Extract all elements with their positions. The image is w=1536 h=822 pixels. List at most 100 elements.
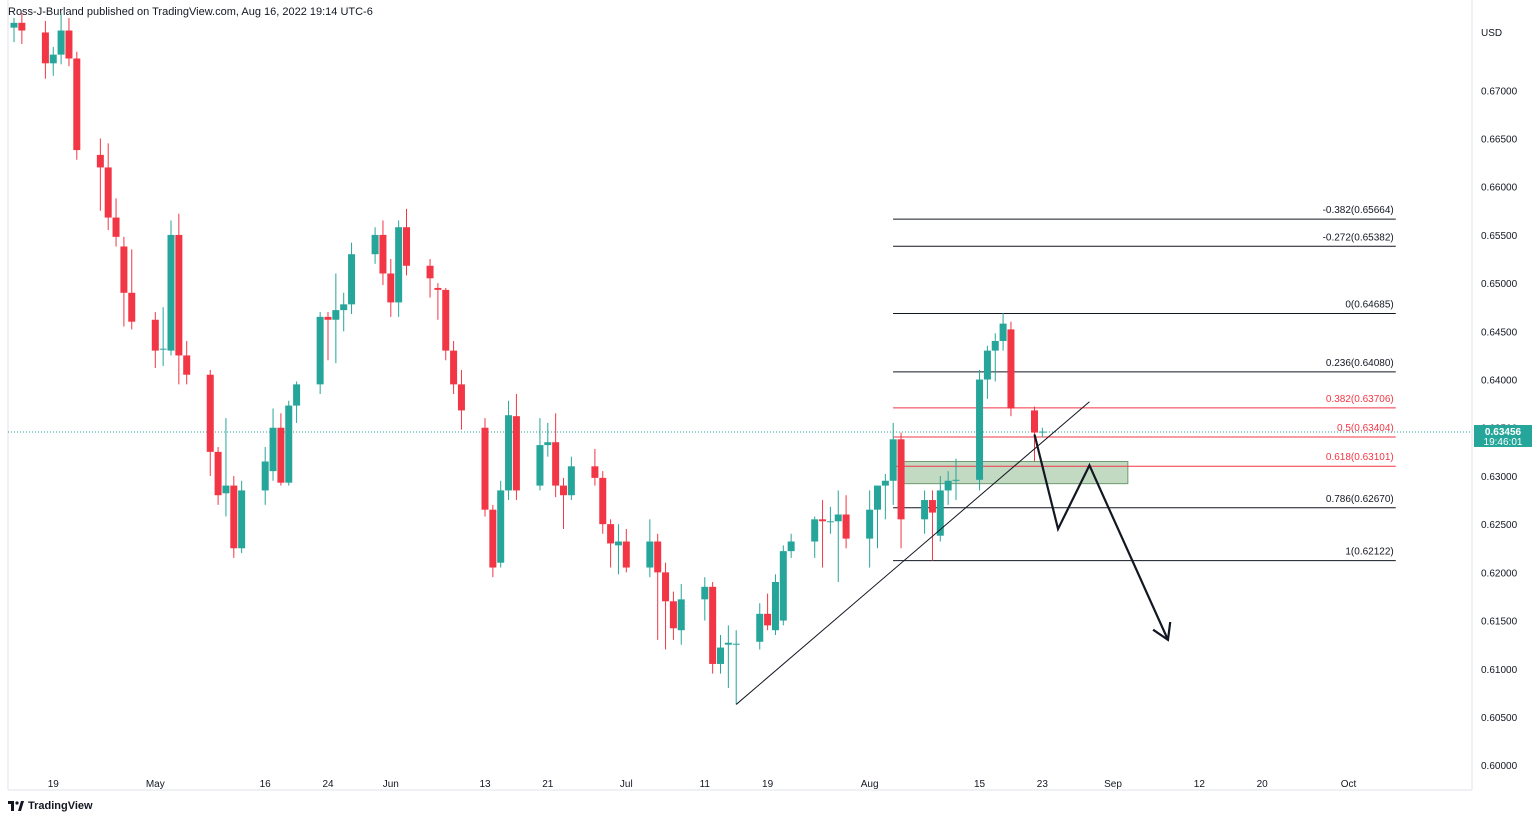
- price-tick-label: 0.64000: [1481, 376, 1518, 387]
- candle-body: [332, 310, 340, 320]
- time-tick-label: Jul: [620, 779, 633, 790]
- candle: [874, 485, 881, 549]
- tradingview-logo[interactable]: TradingView: [8, 800, 93, 812]
- candle: [991, 333, 999, 382]
- time-tick-label: 24: [322, 779, 334, 790]
- candle-body: [324, 316, 332, 320]
- candle-body: [512, 416, 520, 491]
- candle-body: [599, 477, 607, 525]
- candle-body: [395, 227, 403, 303]
- candle-body: [128, 292, 136, 322]
- candle: [167, 220, 175, 356]
- candle: [403, 208, 410, 276]
- candle-body: [560, 485, 567, 496]
- candle-body: [450, 350, 458, 385]
- candle-body: [874, 485, 881, 510]
- candle-body: [505, 415, 513, 491]
- candle-body: [348, 254, 356, 305]
- time-tick-label: Oct: [1341, 779, 1357, 790]
- candle: [183, 340, 191, 385]
- candle: [552, 413, 560, 498]
- fib-level-label: 0.618(0.63101): [1326, 452, 1394, 463]
- candle: [779, 545, 787, 626]
- countdown-label: 19:46:01: [1484, 437, 1523, 448]
- candle: [599, 471, 607, 534]
- candle: [591, 448, 599, 486]
- candle: [214, 447, 222, 505]
- time-tick-label: Aug: [861, 779, 879, 790]
- current-price-badge: [1474, 424, 1532, 447]
- candle: [41, 20, 49, 79]
- candle-body: [662, 572, 670, 602]
- candle: [450, 340, 458, 394]
- candle-body: [921, 500, 929, 520]
- candle: [104, 143, 112, 231]
- candle-body: [1007, 329, 1015, 409]
- candle-body: [261, 461, 269, 491]
- candle-body: [567, 466, 575, 496]
- candle: [128, 249, 136, 330]
- fib-level-label: 0.236(0.64080): [1326, 358, 1394, 369]
- candle: [277, 413, 285, 486]
- candle: [701, 577, 709, 621]
- candle: [771, 574, 779, 636]
- candle: [324, 312, 332, 361]
- candle-body: [622, 541, 630, 568]
- candle: [497, 480, 505, 568]
- fib-level-label: 1(0.62122): [1345, 547, 1393, 558]
- candle: [285, 400, 293, 486]
- time-tick-label: Jun: [383, 779, 399, 790]
- candle: [112, 198, 120, 247]
- candle: [96, 138, 104, 211]
- candle-body: [167, 234, 175, 351]
- candle: [151, 312, 159, 368]
- candle: [340, 292, 348, 332]
- candle-body: [238, 490, 246, 549]
- candle-body: [269, 427, 277, 472]
- candle-body: [214, 451, 222, 496]
- candle: [387, 259, 395, 317]
- candle: [952, 458, 960, 501]
- candle: [316, 312, 324, 394]
- candle: [717, 635, 724, 674]
- candle: [560, 477, 567, 529]
- candle-body: [379, 234, 387, 274]
- time-tick-label: 15: [974, 779, 986, 790]
- price-tick-label: 0.65500: [1481, 231, 1518, 242]
- candle-body: [442, 289, 450, 351]
- candle-body: [544, 442, 552, 446]
- price-tick-label: 0.66500: [1481, 135, 1518, 146]
- time-tick-label: 19: [48, 779, 60, 790]
- candle: [669, 591, 677, 640]
- candle: [787, 533, 795, 558]
- time-tick-label: 12: [1194, 779, 1206, 790]
- candle-body: [481, 427, 489, 510]
- candle-body: [842, 514, 850, 539]
- candle: [10, 18, 18, 43]
- candle: [159, 307, 167, 367]
- candle-body: [65, 30, 73, 59]
- candle: [756, 603, 764, 650]
- candle-body: [457, 384, 465, 411]
- current-price-label: 0.63456: [1485, 427, 1522, 438]
- candle-body: [669, 601, 677, 629]
- time-tick-label: May: [146, 779, 165, 790]
- candle: [73, 51, 81, 160]
- candle-body: [771, 582, 779, 631]
- price-tick-label: 0.61000: [1481, 665, 1518, 676]
- fib-level-label: 0.786(0.62670): [1326, 494, 1394, 505]
- fib-level-label: -0.382(0.65664): [1323, 205, 1394, 216]
- candle: [567, 456, 575, 501]
- candle-body: [983, 350, 991, 380]
- candle: [206, 369, 214, 476]
- candle: [395, 220, 403, 317]
- candle: [442, 287, 450, 361]
- price-tick-label: 0.61500: [1481, 617, 1518, 628]
- price-tick-label: 0.62000: [1481, 568, 1518, 579]
- candle-body: [536, 445, 544, 486]
- candle-body: [701, 586, 709, 600]
- candle-body: [230, 485, 238, 549]
- candle: [724, 625, 732, 689]
- candle: [1038, 427, 1046, 438]
